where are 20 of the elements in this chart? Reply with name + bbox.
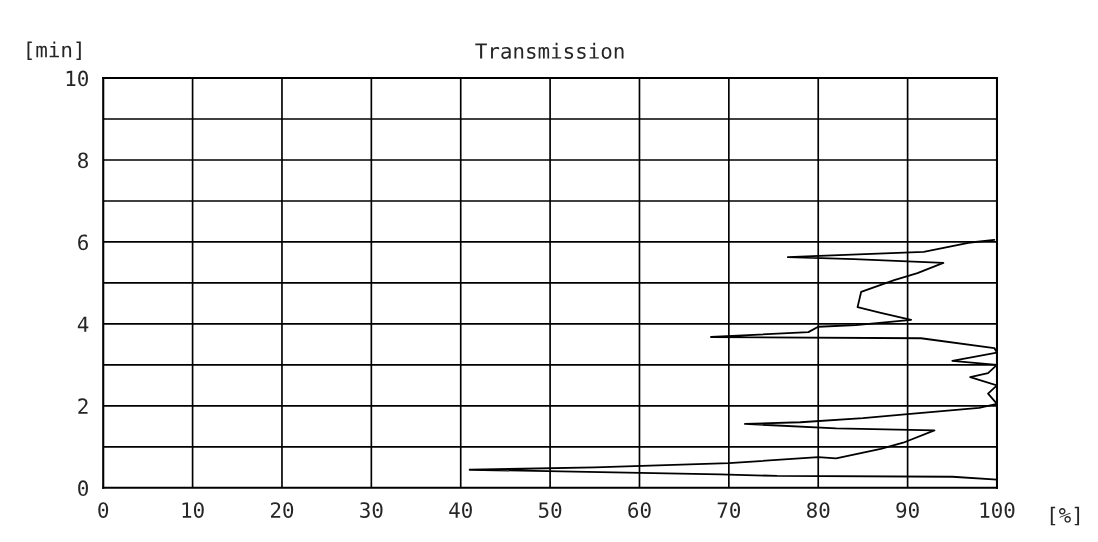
x-axis-title: [%] [1050, 506, 1080, 526]
y-tick-label: 4 [77, 316, 89, 332]
y-tick-label: 2 [78, 398, 88, 414]
y-tick-label: 8 [78, 152, 88, 169]
x-tick-label: 90 [896, 502, 919, 518]
x-tick-label: 50 [539, 502, 562, 518]
y-tick-label: 0 [78, 480, 88, 497]
y-tick-label: 6 [78, 234, 88, 251]
y-tick-label: 10 [66, 70, 88, 87]
x-tick-label: 0 [98, 502, 109, 518]
x-tick-label: 80 [807, 502, 830, 518]
x-tick-label: 70 [717, 502, 741, 518]
x-tick-label: 40 [449, 502, 472, 518]
x-tick-label: 10 [182, 502, 204, 518]
x-tick-label: 20 [270, 502, 294, 518]
x-tick-label: 30 [360, 502, 383, 518]
chart-title: Transmission [475, 42, 624, 59]
x-tick-label: 60 [628, 502, 651, 518]
x-tick-label: 100 [980, 502, 1015, 518]
y-axis-title: [min] [27, 41, 81, 61]
